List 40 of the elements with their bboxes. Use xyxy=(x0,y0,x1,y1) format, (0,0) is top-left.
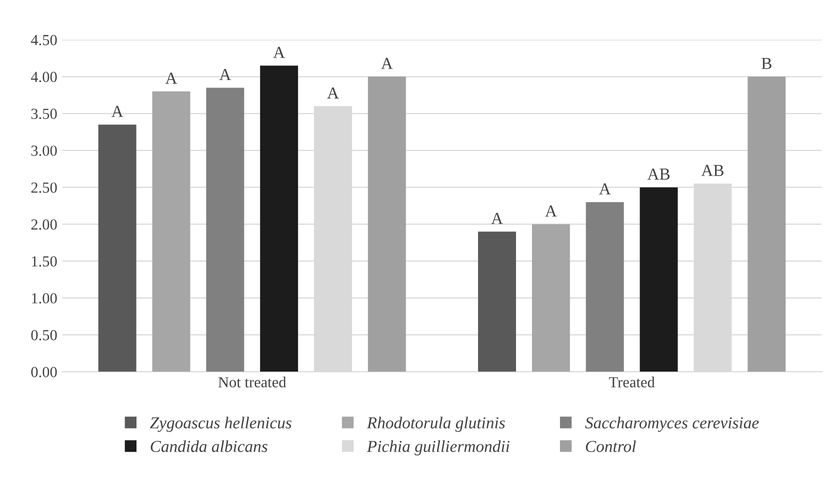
legend-label: Candida albicans xyxy=(150,440,268,452)
data-label: AB xyxy=(701,164,724,176)
y-tick-label: 0.00 xyxy=(31,366,57,378)
bar xyxy=(478,232,516,372)
y-tick-label: 3.50 xyxy=(31,108,57,120)
legend-label: Rhodotorula glutinis xyxy=(366,416,505,432)
y-tick-label: 1.50 xyxy=(32,256,57,267)
y-tick-label: 1.00 xyxy=(32,293,57,304)
data-label: A xyxy=(273,46,285,58)
y-tick-label: 3.00 xyxy=(31,146,57,156)
y-tick-label: 0.50 xyxy=(31,330,57,340)
bar xyxy=(586,202,624,372)
legend-label: Saccharomyces cerevisiae xyxy=(585,416,759,432)
data-label: A xyxy=(381,58,393,69)
bar xyxy=(368,76,406,372)
x-tick-label: Treated xyxy=(609,376,655,388)
bar xyxy=(532,224,570,372)
legend-label: Control xyxy=(586,440,636,452)
data-label: B xyxy=(762,58,772,69)
bar xyxy=(206,88,244,372)
data-label: AB xyxy=(647,168,670,180)
bar xyxy=(260,66,298,372)
data-label: A xyxy=(219,68,232,80)
data-label: A xyxy=(545,205,557,216)
bar xyxy=(748,76,786,372)
y-tick-label: 2.50 xyxy=(31,182,57,193)
x-tick-label: Not treated xyxy=(218,376,286,388)
y-tick-label: 4.00 xyxy=(30,72,57,82)
data-label: A xyxy=(491,212,503,224)
data-label: A xyxy=(599,183,611,194)
y-tick-label: 2.00 xyxy=(31,219,57,230)
data-label: A xyxy=(111,106,124,117)
legend-label: Pichia guilliermondii xyxy=(366,440,510,456)
legend-label: Zygoascus hellenicus xyxy=(150,416,292,432)
bar xyxy=(98,124,136,372)
data-label: A xyxy=(165,72,178,84)
bar xyxy=(640,187,678,372)
bar xyxy=(152,91,190,372)
data-label: A xyxy=(327,87,339,98)
y-tick-label: 4.50 xyxy=(30,34,57,46)
